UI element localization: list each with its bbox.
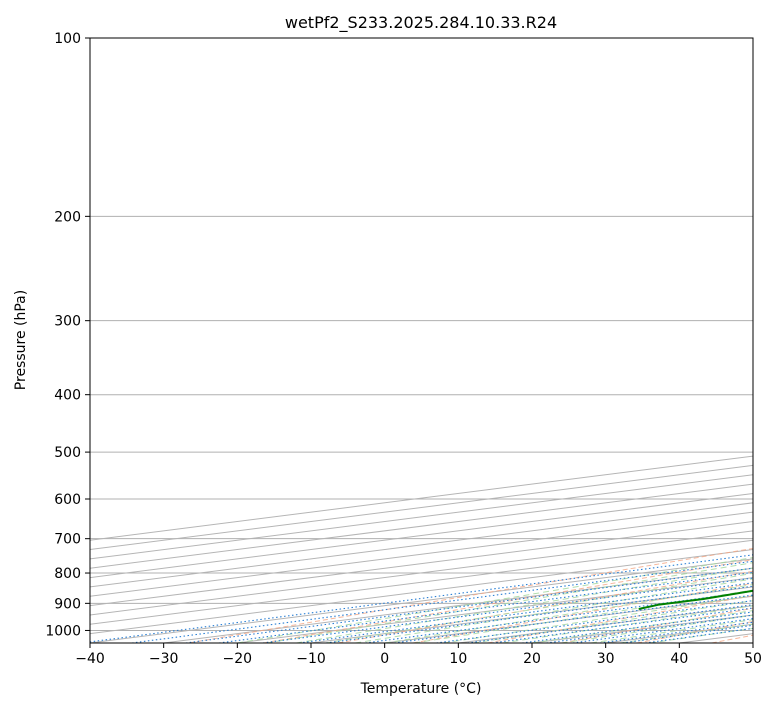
y-tick-label: 300 [54, 314, 81, 330]
x-tick-label: 20 [523, 651, 541, 667]
x-tick-label: −10 [296, 651, 326, 667]
x-tick-label: 10 [449, 651, 467, 667]
moist-adiabat-line [267, 38, 775, 643]
x-tick-label: 40 [670, 651, 688, 667]
moist-adiabat-line [237, 38, 775, 643]
isotherm-line [90, 38, 775, 643]
moist-adiabat-line [650, 38, 775, 643]
moist-adiabat-line [591, 38, 775, 643]
mixing-ratio-line [365, 452, 775, 643]
moist-adiabat-line [620, 38, 775, 643]
dry-adiabat-line [338, 38, 775, 643]
dry-adiabat-line [712, 38, 775, 643]
mixing-ratio-line [82, 452, 775, 643]
moist-adiabat-line [296, 38, 775, 643]
background-grid [90, 38, 753, 630]
chart-title: wetPf2_S233.2025.284.10.33.R24 [285, 13, 557, 33]
dry-adiabat-line [413, 38, 775, 643]
isotherm-line [164, 38, 775, 643]
isotherm-line [753, 38, 775, 643]
y-tick-label: 200 [54, 209, 81, 225]
isotherm-line [0, 38, 775, 643]
y-tick-label: 700 [54, 532, 81, 548]
isotherm-line [311, 38, 775, 643]
y-tick-label: 1000 [45, 623, 81, 639]
moist-adiabat-line [532, 38, 775, 643]
isotherm-line [385, 38, 775, 643]
moist-adiabat-line [326, 38, 775, 643]
y-axis-label: Pressure (hPa) [13, 290, 29, 390]
y-tick-label: 500 [54, 445, 81, 461]
x-axis-label: Temperature (°C) [360, 681, 482, 697]
moist-adiabat-line [385, 38, 775, 643]
y-tick-label: 900 [54, 596, 81, 612]
dry-adiabat-line [189, 38, 775, 643]
dewpoint-line [639, 38, 775, 609]
isotherm-line [606, 38, 775, 643]
y-tick-label: 100 [54, 31, 81, 47]
y-tick-label: 600 [54, 492, 81, 508]
plot-frame [90, 38, 753, 643]
x-tick-label: −40 [75, 651, 105, 667]
mixing-ratio-line [394, 452, 775, 643]
x-tick-label: 50 [744, 651, 762, 667]
x-tick-label: 30 [597, 651, 615, 667]
y-tick-label: 400 [54, 388, 81, 404]
isotherm-line [237, 38, 775, 643]
reference-lines [0, 38, 775, 643]
profile-series [639, 38, 775, 609]
x-tick-label: −20 [223, 651, 253, 667]
mixing-ratio-line [573, 452, 775, 643]
moist-adiabat-line [562, 38, 775, 643]
moist-adiabat-line [355, 38, 775, 643]
dry-adiabat-line [562, 38, 775, 643]
moist-adiabat-line [444, 38, 775, 643]
y-tick-label: 800 [54, 566, 81, 582]
x-tick-label: −30 [149, 651, 179, 667]
x-tick-label: 0 [380, 651, 389, 667]
moist-adiabat-line [414, 38, 775, 643]
isotherm-line [532, 38, 775, 643]
dry-adiabat-line [264, 38, 775, 643]
